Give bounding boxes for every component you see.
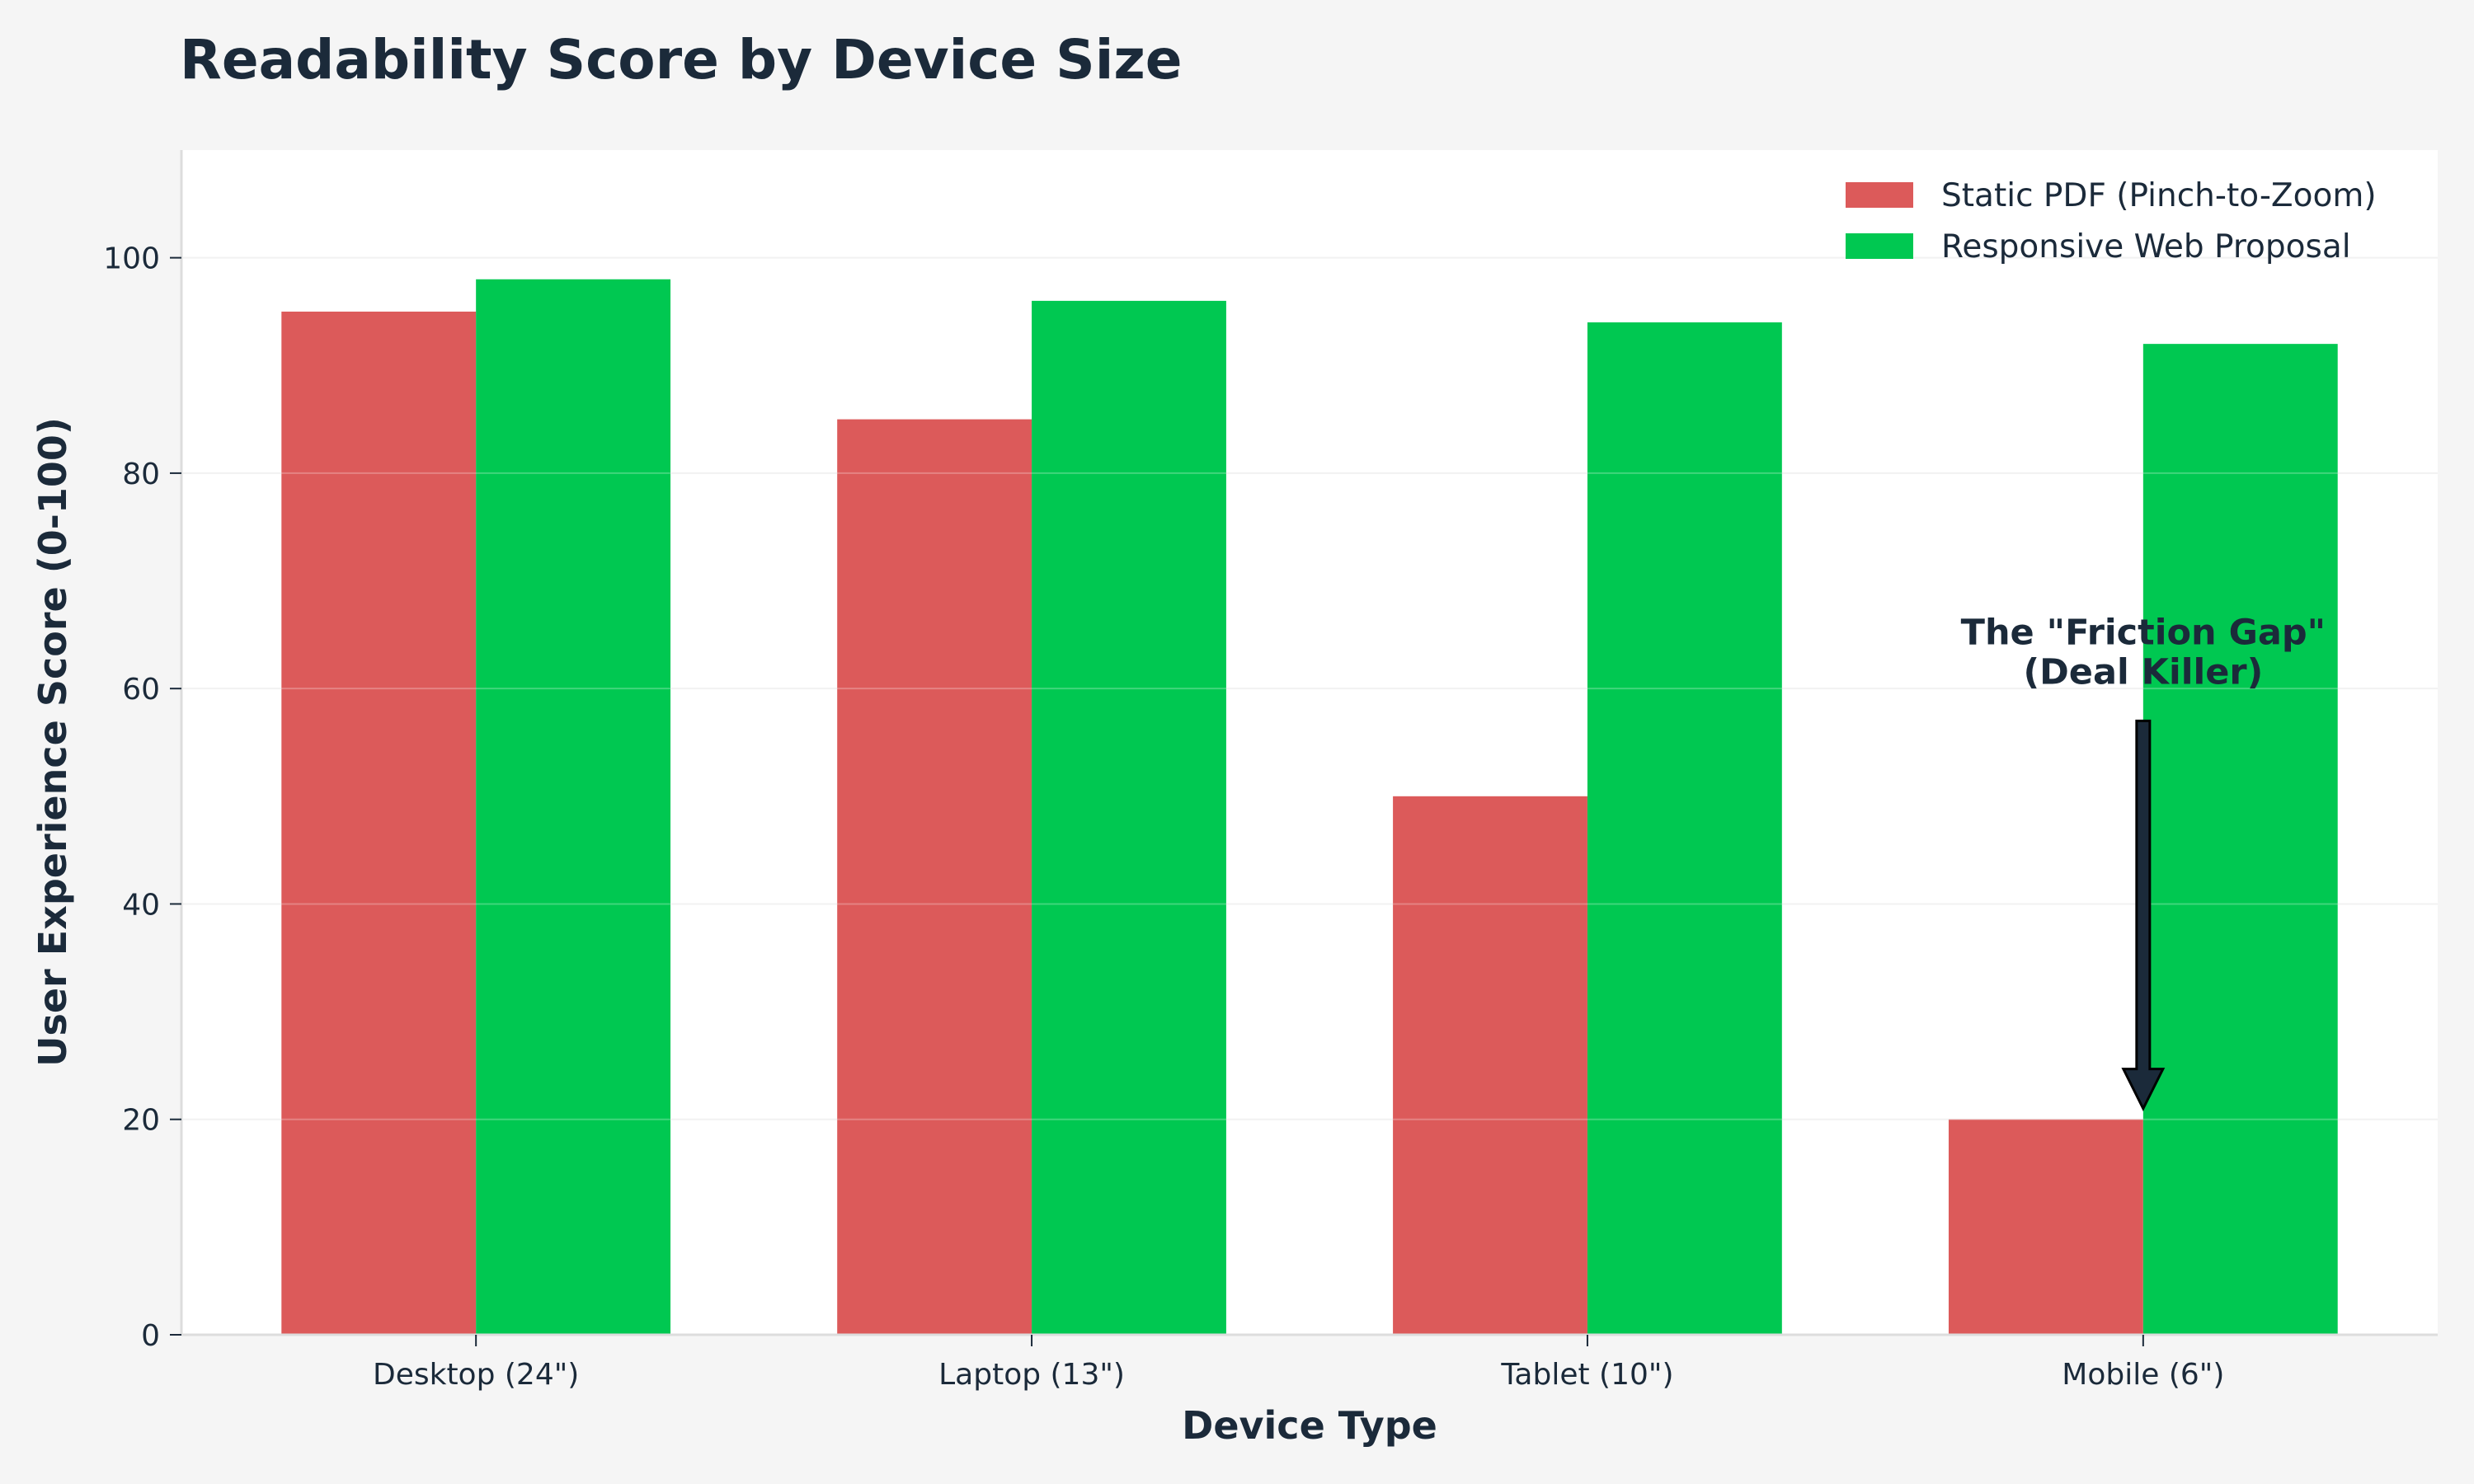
y-axis-label: User Experience Score (0-100) (31, 417, 75, 1067)
y-tick-label: 40 (122, 888, 160, 922)
bar-responsive-web-2 (1587, 322, 1782, 1335)
y-tick-label: 20 (122, 1104, 160, 1138)
x-tick-label: Tablet (10") (1500, 1358, 1673, 1392)
x-tick-label: Laptop (13") (938, 1358, 1125, 1392)
x-tick-label: Desktop (24") (373, 1358, 579, 1392)
legend-swatch-static-pdf (1846, 182, 1913, 208)
legend-label-responsive-web: Responsive Web Proposal (1941, 228, 2351, 265)
legend: Static PDF (Pinch-to-Zoom) Responsive We… (1846, 177, 2377, 265)
bar-responsive-web-3 (2142, 344, 2338, 1335)
y-tick-label: 80 (122, 458, 160, 491)
legend-label-static-pdf: Static PDF (Pinch-to-Zoom) (1941, 177, 2377, 214)
gridlines-overlay (181, 256, 2438, 1120)
y-tick-label: 0 (141, 1319, 160, 1353)
x-ticks: Desktop (24") Laptop (13") Tablet (10") Mob… (373, 1335, 2224, 1392)
y-ticks: 0 20 40 60 80 100 (103, 242, 181, 1353)
y-tick-label: 100 (103, 242, 160, 276)
chart-title: Readability Score by Device Size (180, 28, 1183, 92)
bar-static-pdf-1 (837, 419, 1032, 1335)
friction-gap-annotation: The "Friction Gap" (Deal Killer) (1961, 612, 2326, 1112)
down-arrow-icon (2121, 719, 2166, 1112)
legend-swatch-responsive-web (1846, 233, 1913, 259)
y-tick-label: 60 (122, 673, 160, 707)
bar-responsive-web-0 (476, 279, 671, 1335)
annotation-line-2: (Deal Killer) (2023, 651, 2263, 693)
x-axis-label: Device Type (1182, 1403, 1437, 1448)
bar-static-pdf-2 (1393, 796, 1587, 1335)
bar-static-pdf-0 (281, 311, 477, 1335)
bar-responsive-web-1 (1032, 300, 1226, 1336)
x-tick-label: Mobile (6") (2062, 1358, 2224, 1392)
bar-static-pdf-3 (1948, 1119, 2143, 1335)
bars (281, 279, 2338, 1336)
annotation-line-1: The "Friction Gap" (1961, 612, 2326, 653)
